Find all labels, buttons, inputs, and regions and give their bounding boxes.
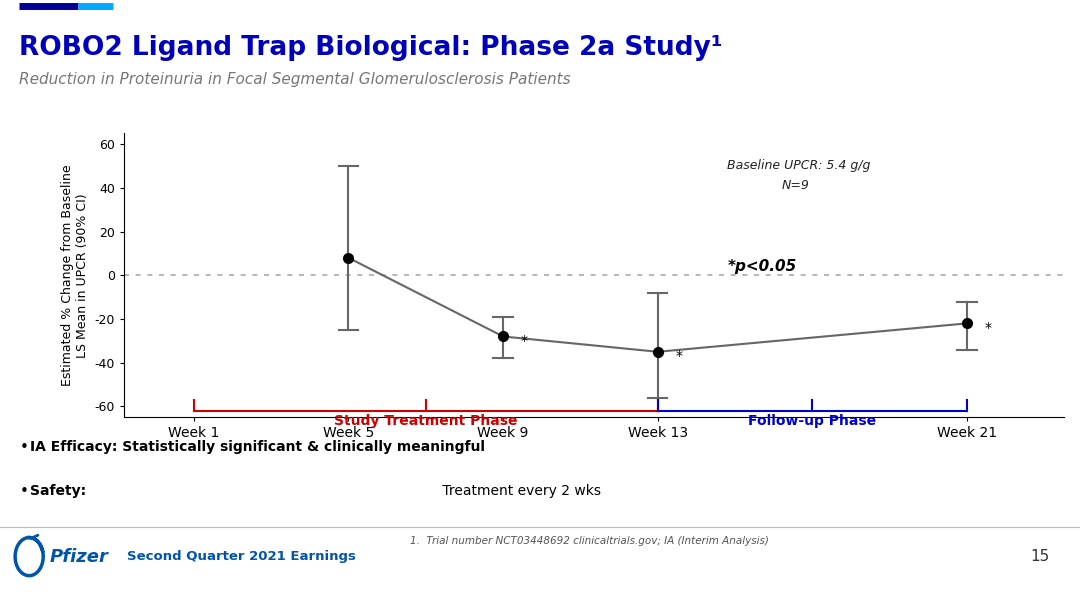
Text: Baseline UPCR: 5.4 g/g: Baseline UPCR: 5.4 g/g <box>728 159 870 172</box>
Y-axis label: Estimated % Change from Baseline
LS Mean in UPCR (90% CI): Estimated % Change from Baseline LS Mean… <box>62 165 90 386</box>
Text: Treatment every 2 wks: Treatment every 2 wks <box>438 484 606 498</box>
Text: •: • <box>19 440 28 455</box>
Text: ROBO2 Ligand Trap Biological: Phase 2a Study¹: ROBO2 Ligand Trap Biological: Phase 2a S… <box>19 35 723 61</box>
Text: *: * <box>985 321 991 334</box>
Text: *: * <box>675 349 683 363</box>
Text: Urine Protein:Creatinine Ratio (UPCR) Change from Baseline in Steroid/Treatment-: Urine Protein:Creatinine Ratio (UPCR) Ch… <box>122 101 958 116</box>
Text: *p<0.05: *p<0.05 <box>728 259 797 274</box>
Text: Safety:: Safety: <box>30 484 86 498</box>
Text: Second Quarter 2021 Earnings: Second Quarter 2021 Earnings <box>127 550 356 563</box>
Text: 1.  Trial number NCT03448692 clinicaltrials.gov; IA (Interim Analysis): 1. Trial number NCT03448692 clinicaltria… <box>410 536 769 546</box>
Text: 15: 15 <box>1030 549 1050 564</box>
Text: IA Efficacy: Statistically significant & clinically meaningful: IA Efficacy: Statistically significant &… <box>30 440 485 453</box>
Text: Follow-up Phase: Follow-up Phase <box>748 414 877 428</box>
Text: *: * <box>521 334 527 348</box>
Text: Study Treatment Phase: Study Treatment Phase <box>334 414 517 428</box>
Text: N=9: N=9 <box>782 179 809 192</box>
Text: Pfizer: Pfizer <box>50 548 109 565</box>
Text: Reduction in Proteinuria in Focal Segmental Glomerulosclerosis Patients: Reduction in Proteinuria in Focal Segmen… <box>19 72 571 86</box>
Text: •: • <box>19 484 28 499</box>
